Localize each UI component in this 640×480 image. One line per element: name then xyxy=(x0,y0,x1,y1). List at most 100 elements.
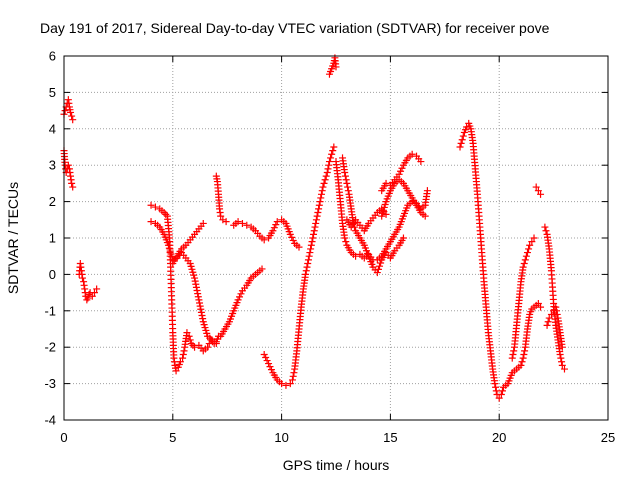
data-point xyxy=(543,321,551,329)
data-point xyxy=(458,136,466,144)
data-point xyxy=(197,308,205,316)
data-point xyxy=(328,150,336,158)
data-point xyxy=(325,161,333,169)
data-point xyxy=(269,227,277,235)
data-point xyxy=(556,350,564,358)
data-point xyxy=(497,391,505,399)
data-series xyxy=(60,54,568,402)
data-point xyxy=(194,290,202,298)
data-point xyxy=(192,283,200,291)
data-point xyxy=(258,265,266,273)
x-tick-label: 20 xyxy=(492,430,506,445)
data-point xyxy=(459,132,467,140)
data-point xyxy=(491,380,499,388)
data-point xyxy=(519,263,527,271)
data-point xyxy=(374,265,382,273)
data-point xyxy=(508,354,516,362)
y-tick-labels: -4 -3 -2 -1 0 1 2 3 4 5 6 xyxy=(44,49,56,428)
data-point xyxy=(537,303,545,311)
data-point xyxy=(492,387,500,395)
data-point xyxy=(192,280,200,288)
data-point xyxy=(456,143,464,151)
data-point xyxy=(234,296,242,304)
x-tick-labels: 0 5 10 15 20 25 xyxy=(60,430,615,445)
data-point xyxy=(307,241,315,249)
data-point xyxy=(193,287,201,295)
data-point xyxy=(289,372,297,380)
data-point xyxy=(304,259,312,267)
data-point xyxy=(311,223,319,231)
data-point xyxy=(312,216,320,224)
data-point xyxy=(199,315,207,323)
data-point xyxy=(495,394,503,402)
data-point xyxy=(397,167,405,175)
data-point xyxy=(323,168,331,176)
data-point xyxy=(273,218,281,226)
data-point xyxy=(278,380,286,388)
data-point xyxy=(266,363,274,371)
data-point xyxy=(236,293,244,301)
data-point xyxy=(183,329,191,337)
x-tick-label: 25 xyxy=(601,430,615,445)
data-point xyxy=(341,168,349,176)
data-point xyxy=(289,236,297,244)
y-tick-label: -2 xyxy=(44,340,56,355)
data-point xyxy=(534,300,542,308)
data-point xyxy=(315,205,323,213)
data-point xyxy=(532,183,540,191)
x-tick-label: 10 xyxy=(274,430,288,445)
data-point xyxy=(520,259,528,267)
data-point xyxy=(67,108,75,116)
data-point xyxy=(234,218,242,226)
data-point xyxy=(222,218,230,226)
data-point xyxy=(521,347,529,355)
data-point xyxy=(376,262,384,270)
data-point xyxy=(151,203,159,211)
y-tick-label: 5 xyxy=(49,85,56,100)
data-point xyxy=(498,387,506,395)
data-point xyxy=(525,245,533,253)
data-point xyxy=(90,289,98,297)
data-point xyxy=(310,227,318,235)
data-point xyxy=(373,269,381,277)
data-point xyxy=(492,383,500,391)
data-point xyxy=(314,209,322,217)
data-point xyxy=(542,227,550,235)
data-point xyxy=(197,305,205,313)
data-point xyxy=(179,354,187,362)
data-point xyxy=(553,307,561,315)
data-point xyxy=(342,176,350,184)
data-point xyxy=(262,354,270,362)
data-point xyxy=(523,249,531,257)
data-point xyxy=(147,201,155,209)
data-point xyxy=(270,224,278,232)
data-point xyxy=(352,252,360,260)
data-point xyxy=(537,190,545,198)
data-point xyxy=(399,234,407,242)
data-point xyxy=(343,179,351,187)
data-point xyxy=(552,303,560,311)
data-point xyxy=(172,367,180,375)
data-point xyxy=(518,358,526,366)
data-point xyxy=(243,221,251,229)
data-point xyxy=(302,270,310,278)
data-point xyxy=(196,299,204,307)
data-point xyxy=(212,340,220,348)
y-tick-label: -1 xyxy=(44,303,56,318)
data-point xyxy=(322,172,330,180)
data-point xyxy=(553,310,561,318)
data-point xyxy=(307,245,315,253)
data-point xyxy=(377,259,385,267)
data-point xyxy=(180,347,188,355)
data-point xyxy=(303,263,311,271)
data-point xyxy=(199,219,207,227)
data-point xyxy=(288,233,296,241)
data-point xyxy=(408,150,416,158)
data-point xyxy=(260,350,268,358)
data-point xyxy=(290,369,298,377)
x-axis-label: GPS time / hours xyxy=(283,457,390,473)
data-point xyxy=(313,212,321,220)
data-point xyxy=(320,179,328,187)
data-point xyxy=(522,252,530,260)
